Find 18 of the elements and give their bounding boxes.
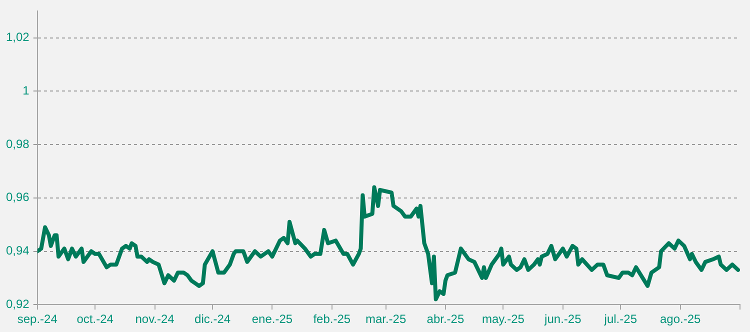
- x-tick-label: sep.-24: [17, 312, 58, 326]
- y-tick-label: 1,02: [6, 30, 30, 44]
- y-tick-label: 0,94: [6, 244, 30, 258]
- x-tick-label: may.-25: [482, 312, 525, 326]
- x-tick-label: abr.-25: [426, 312, 464, 326]
- x-tick-label: oct.-24: [76, 312, 114, 326]
- x-tick-label: jun.-25: [544, 312, 582, 326]
- x-tick-label: feb.-25: [313, 312, 351, 326]
- y-tick-label: 0,92: [6, 296, 30, 311]
- y-tick-label: 1: [22, 84, 30, 98]
- x-tick-label: ene.-25: [252, 312, 293, 326]
- x-tick-label: ago.-25: [660, 312, 701, 326]
- x-tick-label: jul.-25: [603, 312, 638, 326]
- y-tick-label: 0,96: [6, 190, 30, 204]
- x-tick-label: dic.-24: [194, 312, 231, 326]
- x-tick-label: mar.-25: [365, 312, 406, 326]
- x-tick-label: nov.-24: [135, 312, 175, 326]
- y-tick-label: 0,98: [6, 136, 30, 151]
